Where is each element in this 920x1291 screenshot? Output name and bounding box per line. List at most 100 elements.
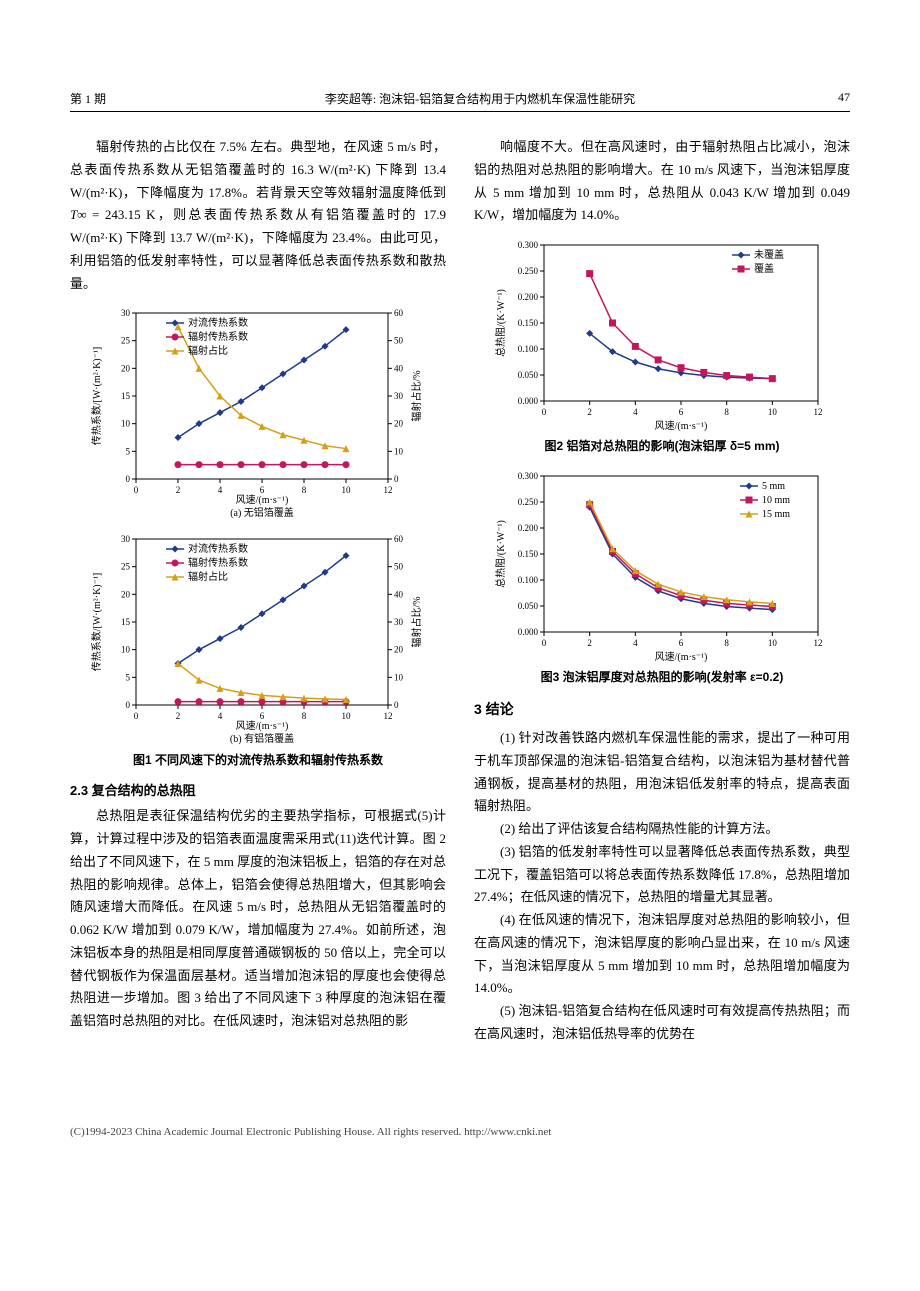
subsection-2-3: 2.3 复合结构的总热阻: [70, 780, 446, 799]
footer-copyright: (C)1994-2023 China Academic Journal Elec…: [0, 1126, 920, 1158]
svg-text:12: 12: [814, 407, 823, 417]
svg-text:传热系数/[W·(m²·K)⁻¹]: 传热系数/[W·(m²·K)⁻¹]: [90, 347, 103, 445]
issue-label: 第 1 期: [70, 90, 150, 107]
svg-text:10 mm: 10 mm: [762, 495, 790, 506]
svg-text:60: 60: [394, 308, 404, 318]
svg-text:0.050: 0.050: [518, 370, 539, 380]
svg-text:30: 30: [394, 617, 404, 627]
svg-text:覆盖: 覆盖: [754, 262, 774, 275]
right-column: 响幅度不大。但在高风速时，由于辐射热阻占比减小，泡沫铝的热阻对总热阻的影响增大。…: [474, 136, 850, 1046]
svg-text:0: 0: [134, 485, 139, 495]
svg-text:辐射占比/%: 辐射占比/%: [410, 371, 423, 422]
svg-text:风速/(m·s⁻¹): 风速/(m·s⁻¹): [236, 720, 289, 732]
svg-text:2: 2: [587, 407, 592, 417]
svg-text:10: 10: [394, 447, 404, 457]
figure-3: 0246810120.0000.0500.1000.1500.2000.2500…: [474, 464, 850, 664]
figure-3-caption: 图3 泡沫铝厚度对总热阻的影响(发射率 ε=0.2): [474, 668, 850, 685]
svg-text:6: 6: [260, 485, 265, 495]
svg-text:风速/(m·s⁻¹): 风速/(m·s⁻¹): [655, 420, 708, 432]
svg-text:10: 10: [121, 645, 131, 655]
svg-text:0: 0: [542, 638, 547, 648]
svg-text:4: 4: [633, 407, 638, 417]
svg-text:0.000: 0.000: [518, 396, 539, 406]
svg-text:2: 2: [587, 638, 592, 648]
svg-text:0.200: 0.200: [518, 523, 539, 533]
svg-text:20: 20: [121, 590, 131, 600]
svg-text:15 mm: 15 mm: [762, 509, 790, 520]
conclusion-3: (3) 铝箔的低发射率特性可以显著降低总表面传热系数，典型工况下，覆盖铝箔可以将…: [474, 841, 850, 909]
svg-text:10: 10: [342, 711, 352, 721]
svg-text:0.300: 0.300: [518, 471, 539, 481]
svg-text:0: 0: [542, 407, 547, 417]
svg-text:0.150: 0.150: [518, 318, 539, 328]
conclusion-2: (2) 给出了评估该复合结构隔热性能的计算方法。: [474, 818, 850, 841]
running-title: 李奕超等: 泡沫铝-铝箔复合结构用于内燃机车保温性能研究: [150, 90, 810, 107]
para-left-1: 辐射传热的占比仅在 7.5% 左右。典型地，在风速 5 m/s 时，总表面传热系…: [70, 136, 446, 295]
svg-text:12: 12: [384, 485, 393, 495]
svg-text:8: 8: [724, 638, 729, 648]
svg-text:对流传热系数: 对流传热系数: [188, 316, 248, 329]
svg-text:未覆盖: 未覆盖: [754, 248, 784, 261]
svg-text:15: 15: [121, 391, 131, 401]
svg-text:30: 30: [394, 391, 404, 401]
svg-text:60: 60: [394, 534, 404, 544]
svg-text:6: 6: [679, 638, 684, 648]
svg-text:10: 10: [768, 407, 778, 417]
svg-text:0.200: 0.200: [518, 292, 539, 302]
svg-text:0.250: 0.250: [518, 497, 539, 507]
svg-text:4: 4: [218, 485, 223, 495]
svg-text:20: 20: [394, 419, 404, 429]
svg-text:0: 0: [134, 711, 139, 721]
svg-text:5 mm: 5 mm: [762, 481, 785, 492]
svg-text:8: 8: [302, 711, 307, 721]
svg-text:0: 0: [394, 700, 399, 710]
figure-2-caption: 图2 铝箔对总热阻的影响(泡沫铝厚 δ=5 mm): [474, 437, 850, 454]
svg-text:8: 8: [302, 485, 307, 495]
svg-text:总热阻/(K·W⁻¹): 总热阻/(K·W⁻¹): [494, 520, 507, 588]
svg-text:0.100: 0.100: [518, 575, 539, 585]
svg-text:0.150: 0.150: [518, 549, 539, 559]
para-left-2: 总热阻是表征保温结构优劣的主要热学指标，可根据式(5)计算，计算过程中涉及的铝箔…: [70, 805, 446, 1033]
svg-text:4: 4: [218, 711, 223, 721]
svg-text:15: 15: [121, 617, 131, 627]
svg-text:4: 4: [633, 638, 638, 648]
svg-text:10: 10: [121, 419, 131, 429]
svg-text:10: 10: [394, 673, 404, 683]
svg-text:8: 8: [724, 407, 729, 417]
svg-text:辐射传热系数: 辐射传热系数: [188, 556, 248, 569]
svg-text:(a) 无铝箔覆盖: (a) 无铝箔覆盖: [230, 506, 294, 519]
svg-text:5: 5: [126, 673, 131, 683]
svg-text:0: 0: [126, 700, 131, 710]
svg-text:20: 20: [121, 364, 131, 374]
figure-1-caption: 图1 不同风速下的对流传热系数和辐射传热系数: [70, 751, 446, 768]
svg-text:0.000: 0.000: [518, 627, 539, 637]
svg-text:总热阻/(K·W⁻¹): 总热阻/(K·W⁻¹): [494, 289, 507, 357]
svg-text:传热系数/[W·(m²·K)⁻¹]: 传热系数/[W·(m²·K)⁻¹]: [90, 573, 103, 671]
svg-text:12: 12: [384, 711, 393, 721]
svg-text:0.050: 0.050: [518, 601, 539, 611]
svg-text:20: 20: [394, 645, 404, 655]
svg-text:辐射占比/%: 辐射占比/%: [410, 597, 423, 648]
svg-text:5: 5: [126, 447, 131, 457]
svg-text:2: 2: [176, 485, 181, 495]
left-column: 辐射传热的占比仅在 7.5% 左右。典型地，在风速 5 m/s 时，总表面传热系…: [70, 136, 446, 1046]
svg-text:6: 6: [260, 711, 265, 721]
svg-text:0: 0: [394, 474, 399, 484]
svg-text:2: 2: [176, 711, 181, 721]
svg-text:风速/(m·s⁻¹): 风速/(m·s⁻¹): [236, 494, 289, 506]
para-right-1: 响幅度不大。但在高风速时，由于辐射热阻占比减小，泡沫铝的热阻对总热阻的影响增大。…: [474, 136, 850, 227]
svg-text:50: 50: [394, 336, 404, 346]
svg-text:辐射占比: 辐射占比: [188, 570, 228, 583]
text: = 243.15 K，则总表面传热系数从有铝箔覆盖时的 17.9 W/(m²·K…: [70, 207, 446, 290]
svg-text:(b) 有铝箔覆盖: (b) 有铝箔覆盖: [230, 732, 294, 745]
svg-text:6: 6: [679, 407, 684, 417]
figure-1a: 0246810120510152025300102030405060风速/(m·…: [70, 301, 446, 521]
svg-text:50: 50: [394, 562, 404, 572]
figure-1b: 0246810120510152025300102030405060风速/(m·…: [70, 527, 446, 747]
svg-text:40: 40: [394, 364, 404, 374]
svg-text:25: 25: [121, 562, 131, 572]
conclusion-1: (1) 针对改善铁路内燃机车保温性能的需求，提出了一种可用于机车顶部保温的泡沫铝…: [474, 727, 850, 818]
svg-text:25: 25: [121, 336, 131, 346]
svg-text:0.100: 0.100: [518, 344, 539, 354]
svg-text:辐射传热系数: 辐射传热系数: [188, 330, 248, 343]
